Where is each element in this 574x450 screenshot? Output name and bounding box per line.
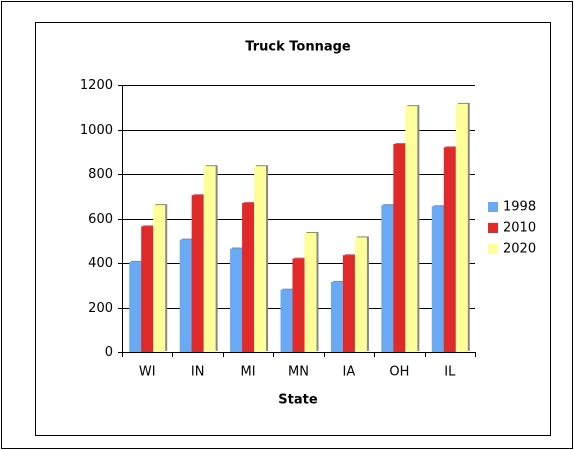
x-tick-label: MN bbox=[288, 365, 309, 380]
legend-swatch bbox=[488, 202, 498, 212]
legend-label: 1998 bbox=[503, 200, 536, 215]
bar bbox=[203, 166, 216, 352]
x-tick-label: IL bbox=[444, 365, 456, 380]
bar bbox=[455, 103, 468, 352]
bar bbox=[354, 237, 367, 352]
bar bbox=[153, 205, 166, 352]
bar bbox=[393, 143, 406, 352]
x-tick-label: IA bbox=[343, 365, 356, 380]
y-tick-label: 800 bbox=[88, 167, 113, 182]
y-tick-label: 200 bbox=[88, 301, 113, 316]
bar bbox=[330, 281, 343, 352]
x-tick-label: IN bbox=[191, 365, 205, 380]
x-tick-label: WI bbox=[139, 365, 156, 380]
bar bbox=[405, 106, 418, 352]
legend-label: 2020 bbox=[503, 242, 536, 257]
bar bbox=[242, 202, 255, 352]
bar bbox=[431, 206, 444, 352]
x-tick-label: MI bbox=[241, 365, 256, 380]
bar bbox=[129, 261, 142, 352]
y-tick-label: 400 bbox=[88, 256, 113, 271]
bar bbox=[254, 166, 267, 352]
legend-label: 2010 bbox=[503, 221, 536, 236]
y-tick-label: 1000 bbox=[80, 123, 113, 138]
legend-swatch bbox=[488, 223, 498, 233]
bar bbox=[280, 289, 293, 352]
bar bbox=[381, 205, 394, 352]
bar bbox=[304, 232, 317, 352]
bar bbox=[191, 195, 204, 352]
y-tick-label: 600 bbox=[88, 212, 113, 227]
bar bbox=[141, 226, 154, 352]
bar bbox=[292, 258, 305, 352]
legend-swatch bbox=[488, 244, 498, 254]
x-tick-label: OH bbox=[389, 365, 409, 380]
bar bbox=[342, 255, 355, 352]
chart-title: Truck Tonnage bbox=[245, 40, 351, 55]
bar bbox=[179, 239, 192, 352]
y-tick-label: 1200 bbox=[80, 78, 113, 93]
y-tick-label: 0 bbox=[105, 345, 113, 360]
x-axis-label: State bbox=[278, 393, 318, 408]
bar bbox=[443, 147, 456, 352]
bar bbox=[230, 248, 243, 352]
